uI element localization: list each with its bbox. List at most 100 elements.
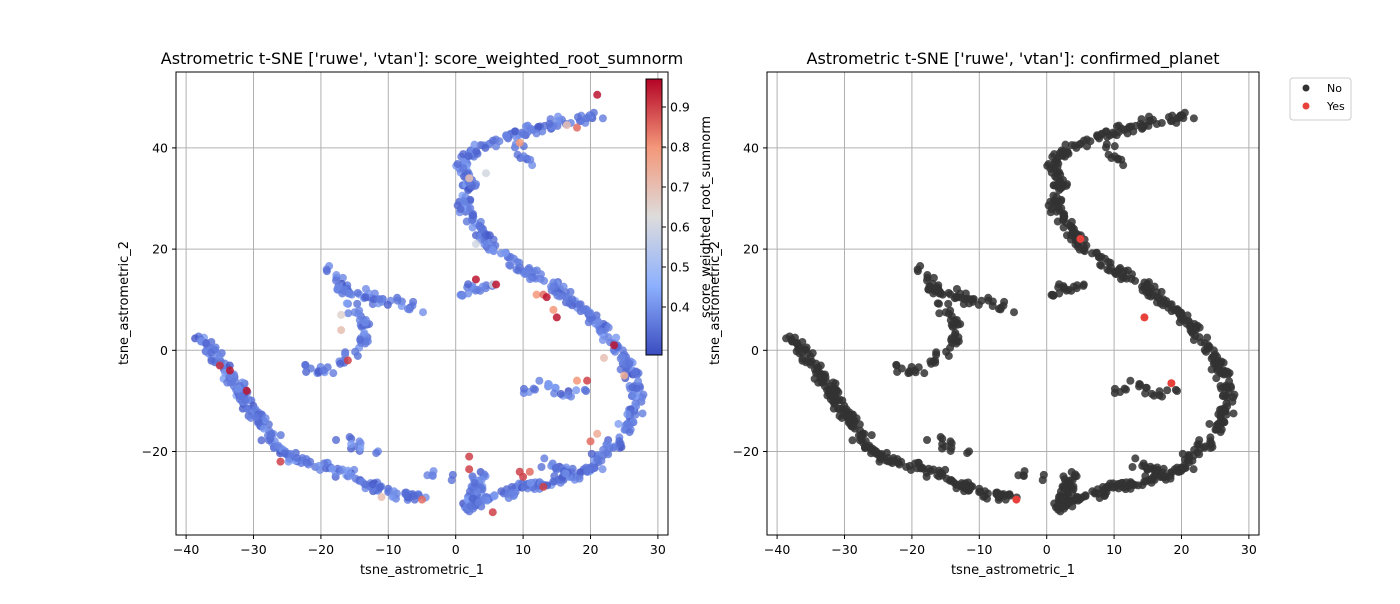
right-x-axis-label: tsne_astrometric_1 (951, 563, 1075, 578)
scatter-point-high (539, 482, 548, 491)
scatter-point (573, 113, 582, 122)
scatter-point (584, 113, 593, 122)
scatter-point (1079, 280, 1088, 289)
scatter-point-high (519, 472, 528, 481)
scatter-point (468, 494, 477, 503)
scatter-point (202, 339, 211, 348)
scatter-point (1155, 391, 1164, 400)
scatter-point (1208, 352, 1217, 361)
scatter-point (816, 361, 825, 370)
scatter-point (360, 328, 369, 337)
scatter-point (458, 291, 467, 300)
scatter-point (604, 450, 613, 459)
scatter-point (875, 457, 884, 466)
scatter-point (517, 128, 526, 137)
scatter-point-high (583, 376, 592, 385)
scatter-point (974, 300, 983, 309)
scatter-point (540, 454, 549, 463)
scatter-point (625, 359, 634, 368)
scatter-point (954, 337, 963, 346)
scatter-point (1166, 474, 1175, 483)
scatter-point (1061, 478, 1070, 487)
colorbar-tick-label: 0.8 (670, 140, 690, 155)
scatter-point (505, 260, 514, 269)
scatter-point (936, 289, 945, 298)
scatter-point (1098, 482, 1107, 491)
scatter-point (351, 347, 360, 356)
scatter-point (1056, 176, 1065, 185)
scatter-point (1216, 421, 1225, 430)
scatter-point (1125, 122, 1134, 131)
scatter-point (375, 295, 384, 304)
colorbar-tick-label: 0.7 (670, 180, 690, 195)
scatter-point-yes (1012, 495, 1021, 504)
scatter-point (1221, 369, 1230, 378)
scatter-point (946, 306, 955, 315)
scatter-point (459, 150, 468, 159)
scatter-point (1157, 118, 1166, 127)
scatter-point (322, 267, 331, 276)
scatter-point (1174, 465, 1183, 474)
scatter-point (564, 391, 573, 400)
scatter-point (1185, 318, 1194, 327)
scatter-point (459, 157, 468, 166)
scatter-point (1189, 336, 1198, 345)
left-xtick-label: −30 (240, 542, 266, 557)
scatter-point-high (482, 169, 491, 178)
scatter-point (1171, 385, 1180, 394)
scatter-point (825, 384, 834, 393)
scatter-point-high (337, 310, 346, 319)
scatter-point (1136, 119, 1145, 128)
scatter-point-high (593, 90, 602, 99)
scatter-point (1203, 333, 1212, 342)
scatter-point (211, 343, 220, 352)
scatter-point-high (276, 457, 285, 466)
scatter-point (919, 464, 928, 473)
scatter-point (257, 436, 266, 445)
scatter-point (1178, 449, 1187, 458)
scatter-point (1180, 463, 1189, 472)
scatter-point (920, 369, 929, 378)
scatter-point (361, 480, 370, 489)
scatter-point (1019, 471, 1028, 480)
colorbar-tick-label: 0.4 (670, 300, 690, 315)
scatter-point (464, 280, 473, 289)
scatter-point (477, 475, 486, 484)
scatter-point (314, 461, 323, 470)
scatter-point (514, 266, 523, 275)
scatter-point (630, 369, 639, 378)
scatter-point (319, 366, 328, 375)
scatter-point (1230, 390, 1239, 399)
legend-label-no: No (1327, 82, 1342, 95)
scatter-point (459, 197, 468, 206)
scatter-point (1110, 152, 1119, 161)
scatter-point (1049, 291, 1058, 300)
scatter-point (913, 267, 922, 276)
scatter-point (495, 137, 504, 146)
scatter-point (595, 326, 604, 335)
scatter-point (1088, 487, 1097, 496)
scatter-point (598, 465, 607, 474)
left-xtick-label: −10 (375, 542, 401, 557)
legend-marker-yes (1302, 102, 1310, 110)
scatter-point (1140, 477, 1149, 486)
scatter-point (1214, 410, 1223, 419)
scatter-point (960, 295, 969, 304)
scatter-point-high (549, 305, 558, 314)
scatter-point (526, 478, 535, 487)
colorbar-tick-label: 0.9 (670, 100, 690, 115)
scatter-point (1069, 282, 1078, 291)
left-ytick-label: −20 (142, 444, 168, 459)
scatter-point (331, 276, 340, 285)
scatter-point (1138, 282, 1147, 291)
scatter-point (419, 308, 428, 317)
scatter-point (892, 360, 901, 369)
scatter-point (363, 337, 372, 346)
scatter-point (827, 391, 836, 400)
scatter-point (1150, 282, 1159, 291)
scatter-point (988, 302, 997, 311)
scatter-point (598, 336, 607, 345)
scatter-point (501, 249, 510, 258)
scatter-point (562, 293, 571, 302)
scatter-point (1061, 140, 1070, 149)
